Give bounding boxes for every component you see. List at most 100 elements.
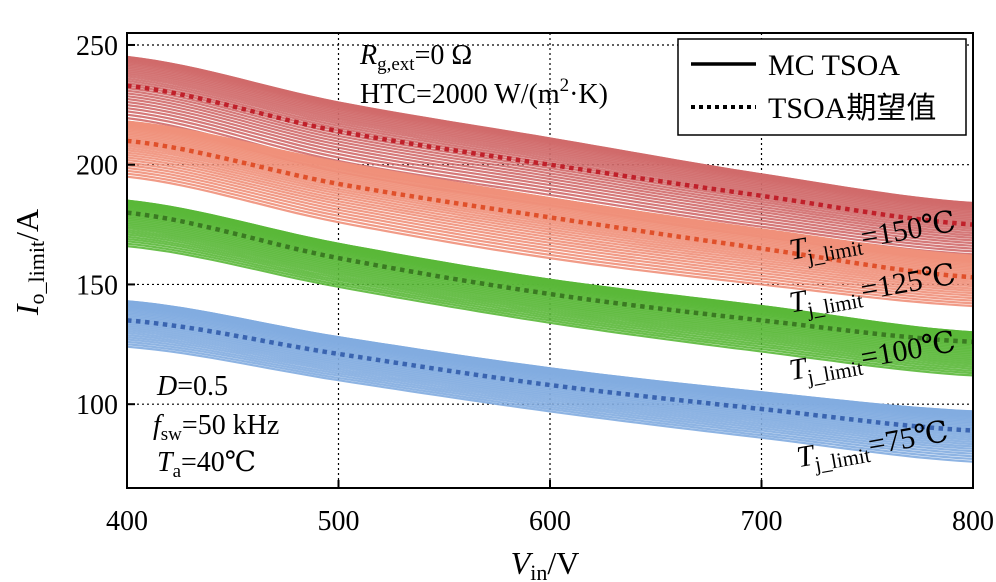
mc-curve <box>127 153 973 288</box>
mc-curve <box>127 242 973 375</box>
mc-curve <box>127 231 973 364</box>
x-tick-label: 700 <box>741 506 783 537</box>
x-tick-label: 500 <box>318 506 360 537</box>
mc-curve <box>127 311 973 425</box>
mc-curve <box>127 82 973 228</box>
legend-box <box>677 38 967 136</box>
mc-curve <box>127 169 973 302</box>
mc-curve <box>127 92 973 237</box>
mc-curve <box>127 135 973 271</box>
mc-curve <box>127 63 973 211</box>
mc-curve <box>127 237 973 370</box>
expected-curve <box>127 210 973 345</box>
x-axis-label: Vin/V <box>511 545 580 582</box>
x-tick-label: 400 <box>106 506 148 537</box>
mc-curve <box>127 340 973 458</box>
mc-curve <box>127 137 973 272</box>
mc-curve <box>127 66 973 214</box>
mc-series <box>127 120 973 308</box>
mc-curve <box>127 104 973 247</box>
mc-curve <box>127 133 973 269</box>
mc-curve <box>127 343 973 460</box>
mc-curve <box>127 227 973 360</box>
mc-curve <box>127 216 973 350</box>
mc-curve <box>127 229 973 362</box>
mc-curve <box>127 161 973 295</box>
y-axis-label-main: I <box>9 303 45 316</box>
mc-curve <box>127 312 973 427</box>
mc-curve <box>127 97 973 242</box>
mc-curve <box>127 331 973 448</box>
annotation-rg: Rg,ext=0 Ω <box>359 40 472 75</box>
y-axis-label-unit: /A <box>9 209 45 241</box>
y-tick-label: 150 <box>76 270 118 301</box>
mc-curve <box>127 77 973 224</box>
mc-curve <box>127 69 973 217</box>
expected-curve <box>127 138 973 280</box>
x-axis-label-unit: /V <box>547 545 579 581</box>
mc-curve <box>127 158 973 292</box>
mc-curve <box>127 62 973 210</box>
x-tick-label: 600 <box>529 506 571 537</box>
mc-curve <box>127 156 973 290</box>
y-axis-label: Io_limit/A <box>9 209 49 316</box>
mc-curve <box>127 322 973 437</box>
mc-curve <box>127 327 973 443</box>
y-tick-label: 200 <box>76 151 118 182</box>
axis-ticks: 400 500 600 700 800 100 150 200 250 <box>76 31 994 537</box>
legend-label-expected: TSOA期望值 <box>768 92 936 125</box>
mc-curve <box>127 149 973 284</box>
mc-curve <box>127 73 973 220</box>
mc-curve <box>127 172 973 305</box>
mc-curve <box>127 233 973 366</box>
plot-area <box>127 55 973 463</box>
x-axis-label-main: V <box>511 545 534 581</box>
mc-curve <box>127 64 973 213</box>
annotation-duty: D=0.5 <box>156 371 228 402</box>
mc-curve <box>127 325 973 441</box>
mc-curve <box>127 221 973 355</box>
mc-curve <box>127 223 973 356</box>
mc-ribbons <box>127 55 973 463</box>
mc-curve <box>127 245 973 377</box>
mc-curve <box>127 87 973 232</box>
mc-curve <box>127 147 973 281</box>
expected-lines <box>127 83 973 433</box>
annotation-htc: HTC=2000 W/(m2·K) <box>360 75 608 110</box>
mc-curve <box>127 345 973 463</box>
mc-curve <box>127 166 973 300</box>
annotation-ta: Ta=40℃ <box>157 447 256 482</box>
mc-curve <box>127 151 973 286</box>
mc-curve <box>127 79 973 226</box>
mc-curve <box>127 130 973 267</box>
mc-curve <box>127 208 973 342</box>
annotation-top-left: Rg,ext=0 Ω HTC=2000 W/(m2·K) <box>359 40 608 110</box>
mc-curve <box>127 313 973 428</box>
mc-curve <box>127 334 973 450</box>
annotation-bottom-left: D=0.5 fsw=50 kHz Ta=40℃ <box>153 371 279 482</box>
annotation-fsw: fsw=50 kHz <box>153 410 279 445</box>
mc-curve <box>127 89 973 235</box>
mc-curve <box>127 110 973 253</box>
mc-curve <box>127 225 973 358</box>
legend: MC TSOA TSOA期望值 <box>677 38 967 136</box>
mc-curve <box>127 235 973 368</box>
mc-curve <box>127 75 973 222</box>
mc-curve <box>127 132 973 268</box>
x-axis-label-sub: in <box>530 560 547 582</box>
expected-curve <box>127 318 973 433</box>
mc-curve <box>127 100 973 245</box>
mc-curve <box>127 142 973 278</box>
mc-curve <box>127 164 973 297</box>
mc-curve <box>127 219 973 353</box>
y-tick-label: 250 <box>76 31 118 62</box>
mc-curve <box>127 309 973 424</box>
mc-curve <box>127 144 973 280</box>
mc-curve <box>127 329 973 446</box>
mc-curve <box>127 95 973 239</box>
mc-curve <box>127 323 973 439</box>
mc-curve <box>127 209 973 343</box>
legend-label-mc: MC TSOA <box>768 49 900 82</box>
mc-curve <box>127 240 973 372</box>
